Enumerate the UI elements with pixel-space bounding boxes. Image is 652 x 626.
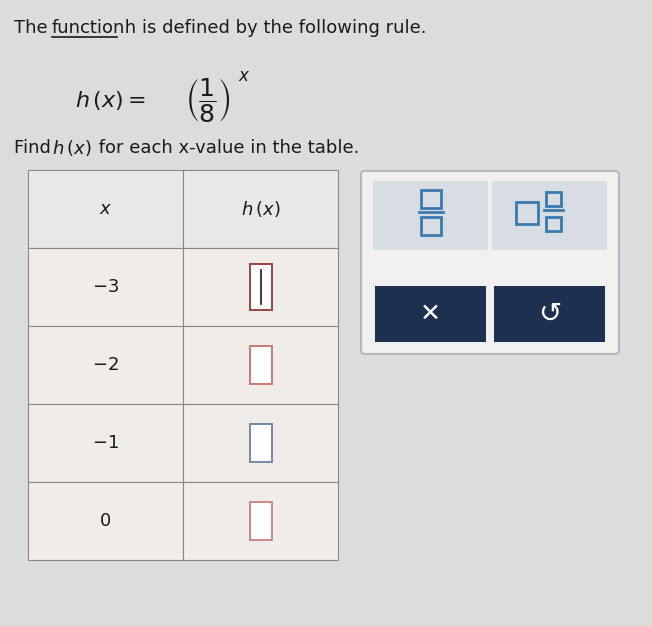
Text: $\left(\dfrac{1}{8}\right)$: $\left(\dfrac{1}{8}\right)$ [185, 76, 231, 124]
FancyBboxPatch shape [492, 181, 607, 250]
Text: function: function [52, 19, 125, 37]
Text: h is defined by the following rule.: h is defined by the following rule. [119, 19, 426, 37]
Bar [494, 286, 605, 342]
Bar [28, 326, 183, 404]
Text: ✕: ✕ [420, 302, 441, 326]
Text: $-3$: $-3$ [92, 278, 119, 296]
FancyBboxPatch shape [373, 181, 488, 250]
Text: $0$: $0$ [100, 512, 111, 530]
Bar [28, 482, 183, 560]
Text: Find: Find [14, 139, 57, 157]
Text: $x$: $x$ [238, 67, 250, 85]
Bar [183, 404, 338, 482]
Text: $h\,(x) =$: $h\,(x) =$ [75, 88, 146, 111]
Bar [546, 192, 561, 205]
Text: $h\,(x)$: $h\,(x)$ [52, 138, 91, 158]
Text: $-2$: $-2$ [92, 356, 119, 374]
Bar [250, 424, 271, 462]
Bar [250, 346, 271, 384]
Bar [183, 170, 338, 248]
Bar [516, 202, 537, 223]
Bar [546, 217, 561, 230]
Bar [183, 326, 338, 404]
Bar [183, 248, 338, 326]
Bar [28, 404, 183, 482]
Bar [250, 502, 271, 540]
Bar [28, 248, 183, 326]
Text: $h\,(x)$: $h\,(x)$ [241, 199, 280, 219]
Bar [375, 286, 486, 342]
Text: ↺: ↺ [538, 300, 561, 328]
Bar [421, 190, 441, 207]
Bar [421, 217, 441, 235]
Bar [28, 170, 183, 248]
FancyBboxPatch shape [361, 171, 619, 354]
Bar [183, 482, 338, 560]
Text: for each x-value in the table.: for each x-value in the table. [93, 139, 359, 157]
Text: $x$: $x$ [99, 200, 112, 218]
Text: The: The [14, 19, 53, 37]
Bar [250, 264, 271, 310]
Text: $-1$: $-1$ [92, 434, 119, 452]
